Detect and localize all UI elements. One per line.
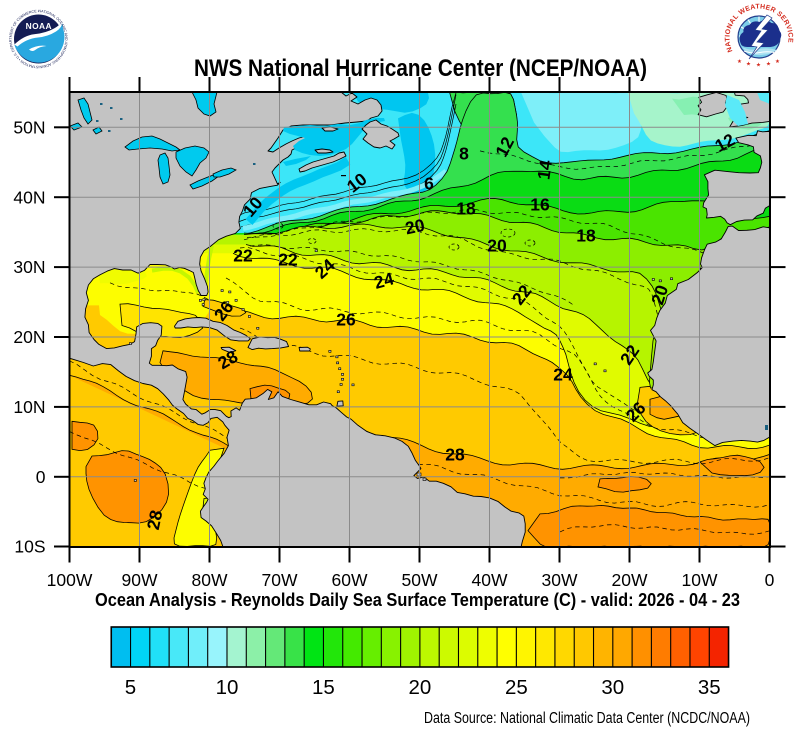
svg-text:25: 25 <box>505 676 528 699</box>
svg-text:50N: 50N <box>13 117 45 137</box>
svg-text:18: 18 <box>576 226 596 246</box>
svg-text:NWS National Hurricane Center: NWS National Hurricane Center (NCEP/NOAA… <box>194 55 647 82</box>
svg-text:8: 8 <box>459 144 469 164</box>
svg-text:80W: 80W <box>192 570 228 590</box>
svg-text:6: 6 <box>424 174 434 194</box>
svg-text:20: 20 <box>408 676 431 699</box>
svg-text:30N: 30N <box>13 257 45 277</box>
svg-text:16: 16 <box>530 195 550 215</box>
svg-text:24: 24 <box>553 365 573 385</box>
svg-text:22: 22 <box>278 250 298 270</box>
svg-text:Ocean Analysis - Reynolds Dail: Ocean Analysis - Reynolds Daily Sea Surf… <box>95 590 740 610</box>
svg-text:NOAA: NOAA <box>26 21 52 31</box>
svg-text:★: ★ <box>756 62 761 69</box>
svg-text:14: 14 <box>533 159 556 181</box>
svg-text:Data Source: National Climatic: Data Source: National Climatic Data Cent… <box>424 710 750 727</box>
svg-text:30: 30 <box>601 676 624 699</box>
svg-text:70W: 70W <box>262 570 298 590</box>
svg-text:40N: 40N <box>13 187 45 207</box>
svg-text:26: 26 <box>336 310 356 330</box>
svg-text:20W: 20W <box>612 570 648 590</box>
svg-text:★: ★ <box>775 58 780 65</box>
svg-text:20: 20 <box>487 236 507 256</box>
svg-text:28: 28 <box>143 508 167 531</box>
svg-text:10S: 10S <box>14 537 45 557</box>
svg-text:90W: 90W <box>122 570 158 590</box>
svg-text:20: 20 <box>403 215 426 239</box>
svg-text:5: 5 <box>125 676 136 699</box>
svg-text:35: 35 <box>698 676 721 699</box>
svg-text:40W: 40W <box>472 570 508 590</box>
svg-text:22: 22 <box>233 246 253 266</box>
svg-text:100W: 100W <box>47 570 93 590</box>
svg-text:15: 15 <box>312 676 335 699</box>
svg-text:20N: 20N <box>13 327 45 347</box>
svg-text:★: ★ <box>737 58 742 65</box>
svg-text:60W: 60W <box>332 570 368 590</box>
svg-text:50W: 50W <box>402 570 438 590</box>
svg-text:28: 28 <box>445 445 465 465</box>
svg-text:10N: 10N <box>13 397 45 417</box>
svg-text:30W: 30W <box>542 570 578 590</box>
svg-text:10W: 10W <box>682 570 718 590</box>
svg-text:0: 0 <box>765 570 775 590</box>
svg-text:0: 0 <box>36 467 46 487</box>
svg-text:★: ★ <box>766 61 771 68</box>
svg-text:18: 18 <box>456 199 476 219</box>
svg-text:★: ★ <box>746 61 751 68</box>
svg-text:10: 10 <box>216 676 239 699</box>
